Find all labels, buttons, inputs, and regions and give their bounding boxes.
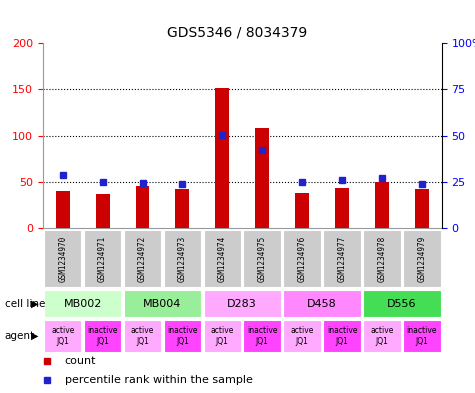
Text: percentile rank within the sample: percentile rank within the sample [65, 375, 253, 385]
Bar [323, 320, 361, 352]
Bar [204, 230, 241, 287]
Bar [204, 290, 281, 317]
Bar [215, 88, 229, 228]
Text: GSM1234976: GSM1234976 [298, 235, 306, 281]
Text: inactive
JQ1: inactive JQ1 [407, 326, 437, 346]
Text: inactive
JQ1: inactive JQ1 [327, 326, 357, 346]
Bar [84, 320, 121, 352]
Bar [56, 191, 70, 228]
Text: GSM1234971: GSM1234971 [98, 235, 107, 281]
Text: GSM1234977: GSM1234977 [338, 235, 346, 281]
Text: GSM1234978: GSM1234978 [378, 235, 386, 281]
Text: GDS5346 / 8034379: GDS5346 / 8034379 [167, 25, 308, 39]
Bar [175, 189, 190, 228]
Text: active
JQ1: active JQ1 [131, 326, 154, 346]
Bar [124, 290, 201, 317]
Text: GSM1234970: GSM1234970 [58, 235, 67, 281]
Bar [135, 186, 150, 228]
Text: GSM1234975: GSM1234975 [258, 235, 266, 281]
Bar [244, 320, 281, 352]
Bar [164, 320, 201, 352]
Text: ▶: ▶ [30, 299, 38, 309]
Text: inactive
JQ1: inactive JQ1 [87, 326, 118, 346]
Bar [164, 230, 201, 287]
Bar [323, 230, 361, 287]
Bar [403, 230, 440, 287]
Text: agent: agent [5, 331, 35, 341]
Bar [44, 230, 81, 287]
Bar [44, 290, 121, 317]
Text: D458: D458 [307, 299, 337, 309]
Text: active
JQ1: active JQ1 [51, 326, 75, 346]
Bar [363, 290, 440, 317]
Bar [295, 193, 309, 228]
Bar [375, 182, 389, 228]
Bar [284, 230, 321, 287]
Text: count: count [65, 356, 96, 366]
Text: inactive
JQ1: inactive JQ1 [247, 326, 277, 346]
Bar [415, 189, 429, 228]
Text: active
JQ1: active JQ1 [210, 326, 234, 346]
Text: D283: D283 [228, 299, 257, 309]
Bar [284, 290, 361, 317]
Bar [124, 320, 161, 352]
Bar [244, 230, 281, 287]
Bar [84, 230, 121, 287]
Text: GSM1234972: GSM1234972 [138, 235, 147, 281]
Text: active
JQ1: active JQ1 [370, 326, 394, 346]
Bar [335, 188, 349, 228]
Text: inactive
JQ1: inactive JQ1 [167, 326, 198, 346]
Text: GSM1234979: GSM1234979 [418, 235, 426, 281]
Bar [403, 320, 440, 352]
Bar [255, 128, 269, 228]
Bar [95, 194, 110, 228]
Text: GSM1234973: GSM1234973 [178, 235, 187, 281]
Bar [204, 320, 241, 352]
Text: active
JQ1: active JQ1 [290, 326, 314, 346]
Bar [124, 230, 161, 287]
Text: MB004: MB004 [143, 299, 181, 309]
Text: GSM1234974: GSM1234974 [218, 235, 227, 281]
Bar [363, 230, 400, 287]
Text: ▶: ▶ [30, 331, 38, 341]
Bar [284, 320, 321, 352]
Bar [44, 320, 81, 352]
Text: D556: D556 [387, 299, 417, 309]
Text: cell line: cell line [5, 299, 45, 309]
Text: MB002: MB002 [64, 299, 102, 309]
Bar [363, 320, 400, 352]
